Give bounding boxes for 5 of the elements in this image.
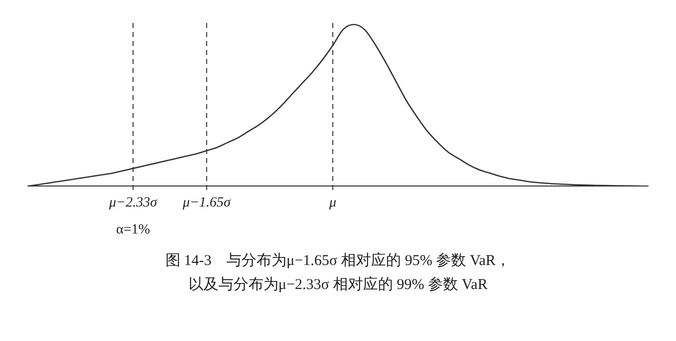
x-tick-label: μ−2.33σ (108, 195, 158, 210)
text: α=1% (116, 222, 150, 238)
x-tick-label: μ (328, 195, 336, 210)
text: 图 14-3 与分布为μ−1.65σ 相对应的 95% 参数 VaR，以及与分布为μ−2.33σ 相对应的 99% 参数 VaR (164, 251, 512, 295)
x-tick-label: μ−1.65σ (182, 195, 232, 210)
